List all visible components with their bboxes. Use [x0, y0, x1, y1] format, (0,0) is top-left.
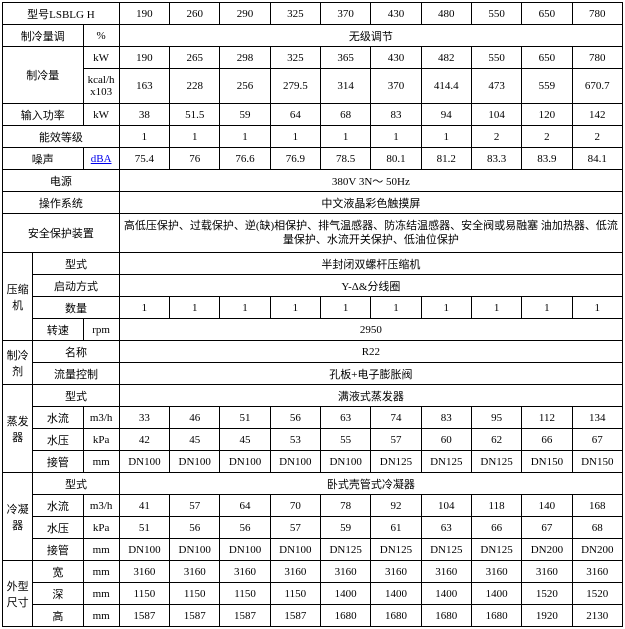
input-power-unit: kW — [83, 104, 119, 126]
os-value: 中文液晶彩色触摸屏 — [119, 192, 622, 214]
col-3: 325 — [270, 3, 320, 25]
condenser-pipe-label: 接管 — [33, 539, 83, 561]
compressor-type-value: 半封闭双螺杆压缩机 — [119, 253, 622, 275]
compressor-speed-label: 转速 — [33, 319, 83, 341]
refrigerant-flow-value: 孔板+电子膨胀阀 — [119, 363, 622, 385]
noise-label: 噪声 — [3, 148, 84, 170]
cooling-kw-unit: kW — [83, 47, 119, 69]
cooling-kw-row: 制冷量 kW 190265298325365430482550650780 — [3, 47, 623, 69]
compressor-type-label: 型式 — [33, 253, 120, 275]
cooling-kcal-row: kcal/h x103 163228256279.5314370414.4473… — [3, 69, 623, 104]
col-0: 190 — [119, 3, 169, 25]
refrigerant-label: 制冷剂 — [3, 341, 33, 385]
dim-h-label: 高 — [33, 605, 83, 627]
condenser-press-unit: kPa — [83, 517, 119, 539]
col-6: 480 — [421, 3, 471, 25]
condenser-flow-unit: m3/h — [83, 495, 119, 517]
condenser-type-row: 冷凝器 型式 卧式壳管式冷凝器 — [3, 473, 623, 495]
compressor-qty-label: 数量 — [33, 297, 120, 319]
dim-h-unit: mm — [83, 605, 119, 627]
compressor-speed-row: 转速 rpm 2950 — [3, 319, 623, 341]
condenser-pipe-unit: mm — [83, 539, 119, 561]
condenser-flow-row: 水流 m3/h 415764707892104118140168 — [3, 495, 623, 517]
cooling-adjust-label: 制冷量调 — [3, 25, 84, 47]
col-2: 290 — [220, 3, 270, 25]
evaporator-press-label: 水压 — [33, 429, 83, 451]
evaporator-pipe-unit: mm — [83, 451, 119, 473]
refrigerant-name-value: R22 — [119, 341, 622, 363]
evaporator-type-row: 蒸发器 型式 满液式蒸发器 — [3, 385, 623, 407]
evaporator-flow-unit: m3/h — [83, 407, 119, 429]
safety-value: 高低压保护、过载保护、逆(缺)相保护、排气温感器、防冻结温感器、安全阀或易融塞 … — [119, 214, 622, 253]
noise-row: 噪声 dBA 75.47676.676.978.580.181.283.383.… — [3, 148, 623, 170]
compressor-start-row: 启动方式 Y-Δ&分线圈 — [3, 275, 623, 297]
safety-row: 安全保护装置 高低压保护、过载保护、逆(缺)相保护、排气温感器、防冻结温感器、安… — [3, 214, 623, 253]
evaporator-pipe-row: 接管 mm DN100DN100DN100DN100DN100DN125DN12… — [3, 451, 623, 473]
col-7: 550 — [471, 3, 521, 25]
condenser-pipe-row: 接管 mm DN100DN100DN100DN100DN125DN125DN12… — [3, 539, 623, 561]
compressor-start-label: 启动方式 — [33, 275, 120, 297]
dim-d-label: 深 — [33, 583, 83, 605]
compressor-speed-value: 2950 — [119, 319, 622, 341]
condenser-type-value: 卧式壳管式冷凝器 — [119, 473, 622, 495]
col-5: 430 — [371, 3, 421, 25]
safety-label: 安全保护装置 — [3, 214, 120, 253]
col-9: 780 — [572, 3, 622, 25]
cooling-adjust-value: 无级调节 — [119, 25, 622, 47]
condenser-label: 冷凝器 — [3, 473, 33, 561]
os-label: 操作系统 — [3, 192, 120, 214]
dimensions-label: 外型尺寸 — [3, 561, 33, 627]
evaporator-flow-row: 水流 m3/h 3346515663748395112134 — [3, 407, 623, 429]
evaporator-pipe-label: 接管 — [33, 451, 83, 473]
compressor-qty-row: 数量 1111111111 — [3, 297, 623, 319]
power-row: 电源 380V 3N～ 50Hz — [3, 170, 623, 192]
evaporator-flow-label: 水流 — [33, 407, 83, 429]
evaporator-press-unit: kPa — [83, 429, 119, 451]
input-power-row: 输入功率 kW 3851.55964688394104120142 — [3, 104, 623, 126]
refrigerant-name-label: 名称 — [33, 341, 120, 363]
dim-w-unit: mm — [83, 561, 119, 583]
dim-h-row: 高 mm 15871587158715871680168016801680192… — [3, 605, 623, 627]
compressor-type-row: 压缩机 型式 半封闭双螺杆压缩机 — [3, 253, 623, 275]
dim-w-row: 外型尺寸 宽 mm 316031603160316031603160316031… — [3, 561, 623, 583]
noise-unit-link[interactable]: dBA — [91, 153, 112, 165]
efficiency-row: 能效等级 1111111222 — [3, 126, 623, 148]
evaporator-type-label: 型式 — [33, 385, 120, 407]
evaporator-label: 蒸发器 — [3, 385, 33, 473]
model-label: 型号LSBLG H — [3, 3, 120, 25]
col-1: 260 — [170, 3, 220, 25]
dim-d-row: 深 mm 11501150115011501400140014001400152… — [3, 583, 623, 605]
cooling-kcal-unit: kcal/h x103 — [83, 69, 119, 104]
compressor-start-value: Y-Δ&分线圈 — [119, 275, 622, 297]
power-value: 380V 3N～ 50Hz — [119, 170, 622, 192]
refrigerant-name-row: 制冷剂 名称 R22 — [3, 341, 623, 363]
compressor-label: 压缩机 — [3, 253, 33, 341]
evaporator-press-row: 水压 kPa 42454553555760626667 — [3, 429, 623, 451]
condenser-press-label: 水压 — [33, 517, 83, 539]
condenser-press-row: 水压 kPa 51565657596163666768 — [3, 517, 623, 539]
header-row: 型号LSBLG H 190 260 290 325 370 430 480 55… — [3, 3, 623, 25]
noise-unit: dBA — [83, 148, 119, 170]
evaporator-type-value: 满液式蒸发器 — [119, 385, 622, 407]
condenser-flow-label: 水流 — [33, 495, 83, 517]
cooling-label: 制冷量 — [3, 47, 84, 104]
refrigerant-flow-row: 流量控制 孔板+电子膨胀阀 — [3, 363, 623, 385]
input-power-label: 输入功率 — [3, 104, 84, 126]
refrigerant-flow-label: 流量控制 — [33, 363, 120, 385]
col-8: 650 — [522, 3, 572, 25]
cooling-adjust-row: 制冷量调 % 无级调节 — [3, 25, 623, 47]
cooling-adjust-unit: % — [83, 25, 119, 47]
os-row: 操作系统 中文液晶彩色触摸屏 — [3, 192, 623, 214]
compressor-speed-unit: rpm — [83, 319, 119, 341]
dim-d-unit: mm — [83, 583, 119, 605]
dim-w-label: 宽 — [33, 561, 83, 583]
power-label: 电源 — [3, 170, 120, 192]
col-4: 370 — [321, 3, 371, 25]
spec-table: 型号LSBLG H 190 260 290 325 370 430 480 55… — [2, 2, 623, 627]
condenser-type-label: 型式 — [33, 473, 120, 495]
efficiency-label: 能效等级 — [3, 126, 120, 148]
